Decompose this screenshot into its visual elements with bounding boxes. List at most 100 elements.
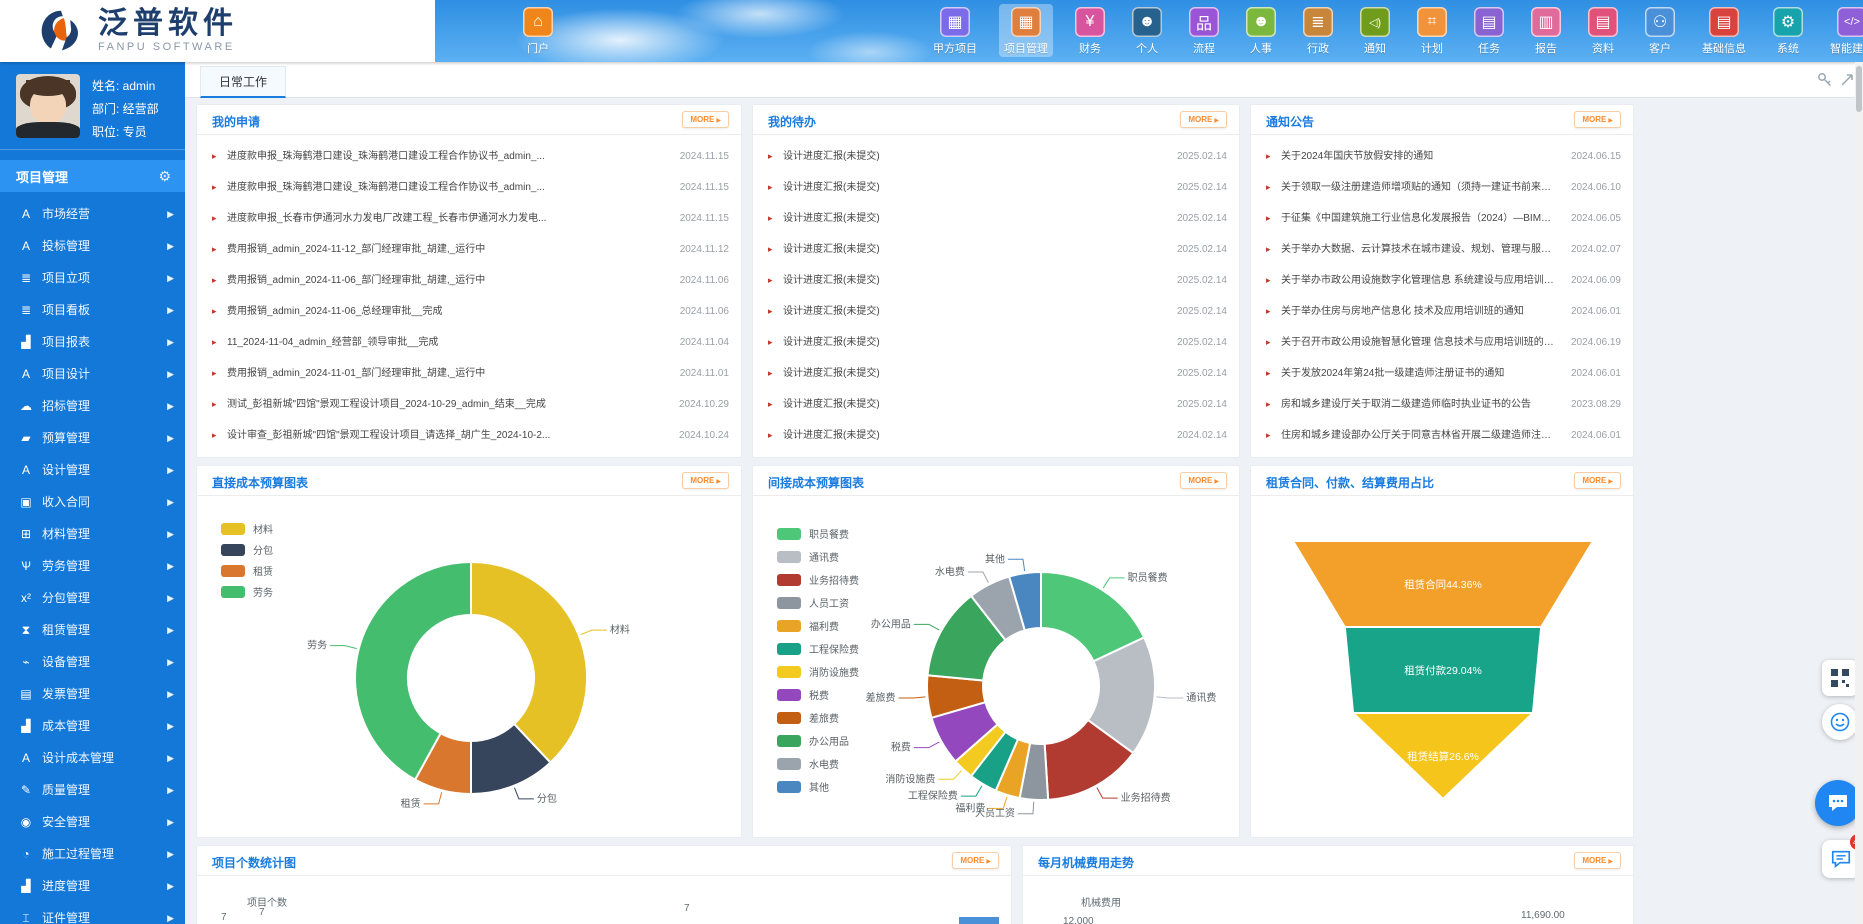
list-item[interactable]: ▸费用报销_admin_2024-11-01_部门经理审批_胡建,_运行中202… [197, 358, 741, 389]
sidebar-item-质量管理[interactable]: ✎质量管理▶ [0, 774, 185, 806]
sidebar-item-收入合同[interactable]: ▣收入合同▶ [0, 486, 185, 518]
vertical-scrollbar[interactable] [1855, 62, 1863, 924]
list-item[interactable]: ▸11_2024-11-04_admin_经营部_领导审批__完成2024.11… [197, 327, 741, 358]
sidebar-menu-header[interactable]: 项目管理 ⚙ [0, 160, 185, 192]
sidebar-item-劳务管理[interactable]: Ѱ劳务管理▶ [0, 550, 185, 582]
list-item[interactable]: ▸设计审查_彭祖新城"四馆"景观工程设计项目_请选择_胡广生_2024-10-2… [197, 420, 741, 451]
list-item[interactable]: ▸于征集《中国建筑施工行业信息化发展报告（2024）—BIM应用与发展》材料..… [1251, 203, 1633, 234]
more-button[interactable]: MORE [1574, 852, 1621, 869]
nav-item-report[interactable]: ▥报告 [1526, 4, 1566, 57]
nav-item-project-mgmt[interactable]: ▦项目管理 [999, 4, 1053, 57]
sidebar-item-设备管理[interactable]: ⌁设备管理▶ [0, 646, 185, 678]
legend-item[interactable]: 水电费 [777, 752, 859, 775]
list-item[interactable]: ▸进度款申报_珠海鹤港口建设_珠海鹤港口建设工程合作协议书_admin_...2… [197, 141, 741, 172]
sidebar-item-项目设计[interactable]: A项目设计▶ [0, 358, 185, 390]
list-item[interactable]: ▸关于领取一级注册建造师增项贴的通知（须持一建证书前来领取）2024.06.10 [1251, 172, 1633, 203]
list-item[interactable]: ▸设计进度汇报(未提交)2025.02.14 [753, 203, 1239, 234]
nav-item-workflow[interactable]: 品流程 [1184, 4, 1224, 57]
sidebar-item-项目立项[interactable]: ≣项目立项▶ [0, 262, 185, 294]
list-item[interactable]: ▸设计进度汇报(未提交)2024.02.14 [753, 420, 1239, 451]
list-item[interactable]: ▸设计进度汇报(未提交)2025.02.14 [753, 141, 1239, 172]
sidebar-item-设计成本管理[interactable]: A设计成本管理▶ [0, 742, 185, 774]
legend-item[interactable]: 租赁 [221, 560, 273, 581]
list-item[interactable]: ▸设计进度汇报(未提交)2025.02.14 [753, 265, 1239, 296]
legend-item[interactable]: 通讯费 [777, 545, 859, 568]
nav-item-docs[interactable]: ▤资料 [1583, 4, 1623, 57]
list-item[interactable]: ▸住房和城乡建设部办公厅关于同意吉林省开展二级建造师注册证书电子化试点...20… [1251, 420, 1633, 451]
list-item[interactable]: ▸进度款申报_长春市伊通河水力发电厂改建工程_长春市伊通河水力发电...2024… [197, 203, 741, 234]
more-button[interactable]: MORE [1180, 111, 1227, 128]
legend-item[interactable]: 差旅费 [777, 706, 859, 729]
gear-icon[interactable]: ⚙ [158, 168, 171, 185]
list-item[interactable]: ▸测试_彭祖新城"四馆"景观工程设计项目_2024-10-29_admin_结束… [197, 389, 741, 420]
sidebar-item-招标管理[interactable]: ☁招标管理▶ [0, 390, 185, 422]
tab-daily-work[interactable]: 日常工作 [200, 66, 286, 98]
nav-item-base-info[interactable]: ▤基础信息 [1697, 4, 1751, 57]
qr-float-button[interactable] [1822, 660, 1858, 696]
sidebar-item-投标管理[interactable]: A投标管理▶ [0, 230, 185, 262]
nav-item-portal[interactable]: ⌂ 门户 [518, 4, 558, 57]
list-item[interactable]: ▸进度款申报_珠海鹤港口建设_珠海鹤港口建设工程合作协议书_admin_...2… [197, 172, 741, 203]
list-item[interactable]: ▸费用报销_admin_2024-11-06_总经理审批__完成2024.11.… [197, 296, 741, 327]
sidebar-item-分包管理[interactable]: x²分包管理▶ [0, 582, 185, 614]
legend-item[interactable]: 职员餐费 [777, 522, 859, 545]
list-item[interactable]: ▸关于发放2024年第24批一级建造师注册证书的通知2024.06.01 [1251, 358, 1633, 389]
sidebar-item-成本管理[interactable]: ▟成本管理▶ [0, 710, 185, 742]
more-button[interactable]: MORE [1180, 472, 1227, 489]
list-item[interactable]: ▸关于举办住房与房地产信息化 技术及应用培训班的通知2024.06.01 [1251, 296, 1633, 327]
nav-item-hr[interactable]: ☻人事 [1241, 4, 1281, 57]
more-button[interactable]: MORE [682, 472, 729, 489]
sidebar-item-项目看板[interactable]: ≣项目看板▶ [0, 294, 185, 326]
more-button[interactable]: MORE [1574, 111, 1621, 128]
nav-item-personal[interactable]: ☻个人 [1127, 4, 1167, 57]
nav-item-task[interactable]: ▤任务 [1469, 4, 1509, 57]
list-item[interactable]: ▸设计进度汇报(未提交)2025.02.14 [753, 327, 1239, 358]
legend-item[interactable]: 福利费 [777, 614, 859, 637]
list-item[interactable]: ▸设计进度汇报(未提交)2025.02.14 [753, 172, 1239, 203]
donut-slice-材料[interactable] [471, 562, 587, 763]
expand-icon[interactable] [1839, 72, 1855, 88]
nav-item-plan[interactable]: ⌗计划 [1412, 4, 1452, 57]
service-float-button[interactable] [1822, 704, 1858, 740]
list-item[interactable]: ▸设计进度汇报(未提交)2025.02.14 [753, 296, 1239, 327]
legend-item[interactable]: 材料 [221, 518, 273, 539]
scrollbar-thumb[interactable] [1856, 66, 1862, 112]
sidebar-item-设计管理[interactable]: A设计管理▶ [0, 454, 185, 486]
more-button[interactable]: MORE [952, 852, 999, 869]
sidebar-item-预算管理[interactable]: ▰预算管理▶ [0, 422, 185, 454]
legend-item[interactable]: 劳务 [221, 581, 273, 602]
legend-item[interactable]: 其他 [777, 775, 859, 798]
list-item[interactable]: ▸设计进度汇报(未提交)2025.02.14 [753, 389, 1239, 420]
legend-item[interactable]: 工程保险费 [777, 637, 859, 660]
list-item[interactable]: ▸房和城乡建设厅关于取消二级建造师临时执业证书的公告2023.08.29 [1251, 389, 1633, 420]
list-item[interactable]: ▸设计进度汇报(未提交)2025.02.14 [753, 358, 1239, 389]
nav-item-system[interactable]: ⚙系统 [1768, 4, 1808, 57]
legend-item[interactable]: 业务招待费 [777, 568, 859, 591]
sidebar-item-租赁管理[interactable]: ⧗租赁管理▶ [0, 614, 185, 646]
sidebar-item-项目报表[interactable]: ▟项目报表▶ [0, 326, 185, 358]
list-item[interactable]: ▸费用报销_admin_2024-11-06_部门经理审批_胡建,_运行中202… [197, 265, 741, 296]
list-item[interactable]: ▸设计进度汇报(未提交)2025.02.14 [753, 234, 1239, 265]
sidebar-item-发票管理[interactable]: ▤发票管理▶ [0, 678, 185, 710]
sidebar-item-市场经营[interactable]: A市场经营▶ [0, 198, 185, 230]
legend-item[interactable]: 税费 [777, 683, 859, 706]
nav-item-admin-affairs[interactable]: ≣行政 [1298, 4, 1338, 57]
nav-item-finance[interactable]: ¥财务 [1070, 4, 1110, 57]
list-item[interactable]: ▸关于召开市政公用设施智慧化管理 信息技术与应用培训班的通知2024.06.19 [1251, 327, 1633, 358]
list-item[interactable]: ▸关于2024年国庆节放假安排的通知2024.06.15 [1251, 141, 1633, 172]
legend-item[interactable]: 人员工资 [777, 591, 859, 614]
nav-item-notice[interactable]: ◁)通知 [1355, 4, 1395, 57]
legend-item[interactable]: 分包 [221, 539, 273, 560]
more-button[interactable]: MORE [1574, 472, 1621, 489]
legend-item[interactable]: 消防设施费 [777, 660, 859, 683]
legend-item[interactable]: 办公用品 [777, 729, 859, 752]
sidebar-item-材料管理[interactable]: ⊞材料管理▶ [0, 518, 185, 550]
key-icon[interactable] [1817, 72, 1833, 88]
sidebar-item-证件管理[interactable]: ⌶证件管理▶ [0, 902, 185, 924]
nav-item-owner-project[interactable]: ▦甲方项目 [928, 4, 982, 57]
nav-item-customer[interactable]: ⚇客户 [1640, 4, 1680, 57]
sidebar-item-进度管理[interactable]: ▟进度管理▶ [0, 870, 185, 902]
nav-item-smart-model[interactable]: </>智能建模 [1825, 4, 1863, 57]
more-button[interactable]: MORE [682, 111, 729, 128]
list-item[interactable]: ▸关于举办大数据、云计算技术在城市建设、规划、管理与服务中的应用培训班...20… [1251, 234, 1633, 265]
